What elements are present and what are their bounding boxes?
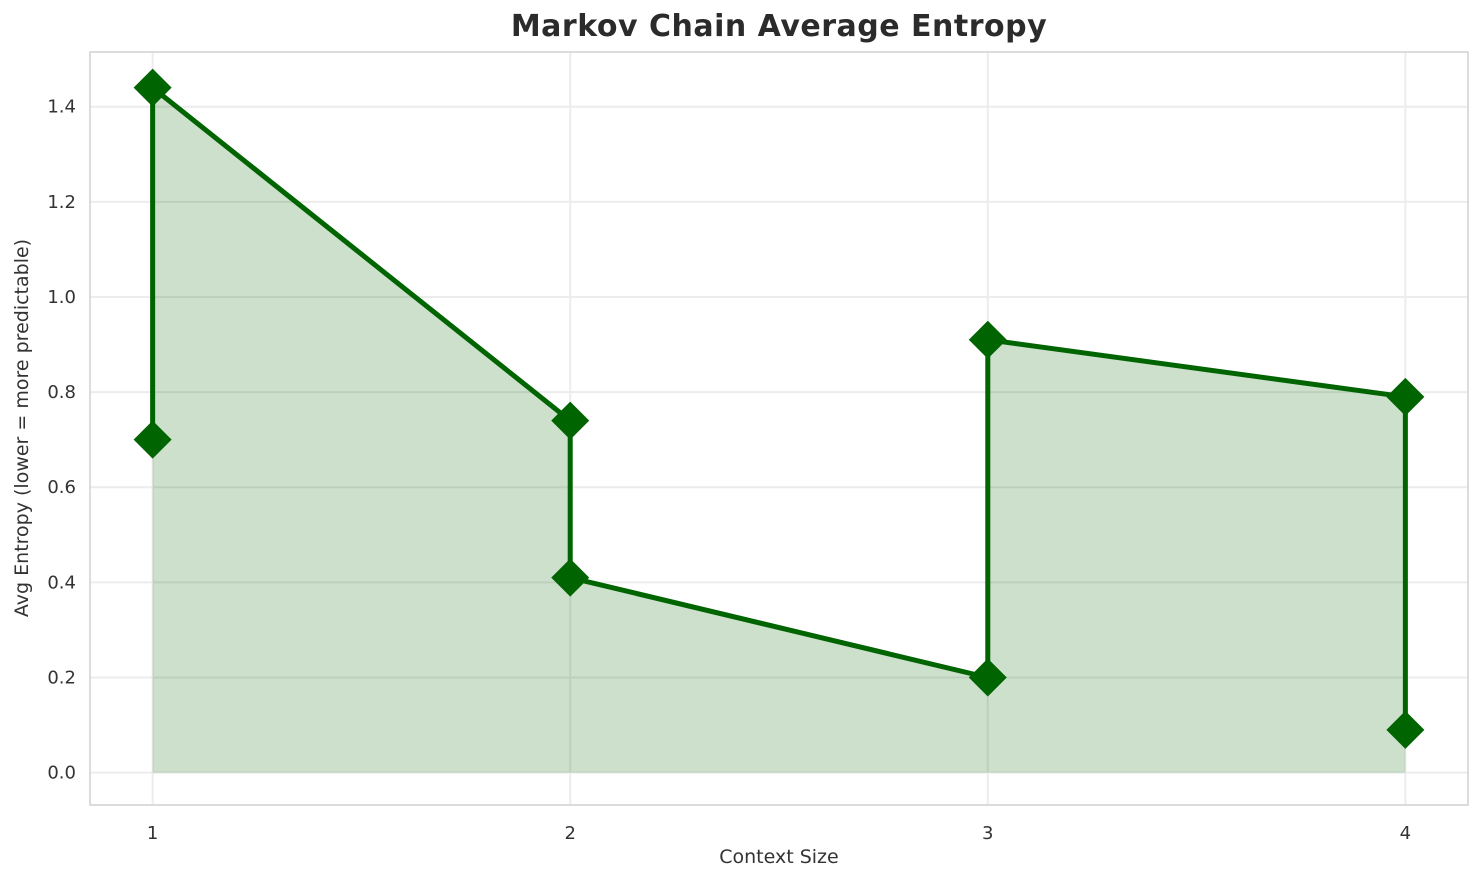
data-point-marker (1386, 377, 1425, 416)
x-tick-label: 3 (982, 823, 993, 844)
y-tick-label: 0.6 (47, 477, 76, 498)
plot-background (90, 52, 1468, 805)
y-tick-label: 0.8 (47, 382, 76, 403)
x-axis-label: Context Size (719, 846, 839, 868)
x-tick-label: 4 (1400, 823, 1411, 844)
data-point-marker (551, 401, 590, 440)
data-point-marker (968, 320, 1007, 359)
data-point-marker (1386, 710, 1425, 749)
data-point-marker (133, 68, 172, 107)
series-line (150, 82, 1408, 730)
data-point-marker (133, 420, 172, 459)
y-tick-label: 0.0 (47, 763, 76, 784)
chart-title: Markov Chain Average Entropy (510, 9, 1048, 44)
data-point-marker (551, 558, 590, 597)
y-tick-label: 1.0 (47, 287, 76, 308)
y-tick-label: 1.4 (47, 97, 76, 118)
y-tick-label: 1.2 (47, 192, 76, 213)
data-point-marker (968, 658, 1007, 697)
fill-area (152, 87, 1406, 773)
x-tick-label: 1 (147, 823, 158, 844)
y-tick-label: 0.4 (47, 572, 76, 593)
y-tick-label: 0.2 (47, 668, 76, 689)
x-tick-label: 2 (564, 823, 575, 844)
axes-spines (89, 51, 1469, 806)
